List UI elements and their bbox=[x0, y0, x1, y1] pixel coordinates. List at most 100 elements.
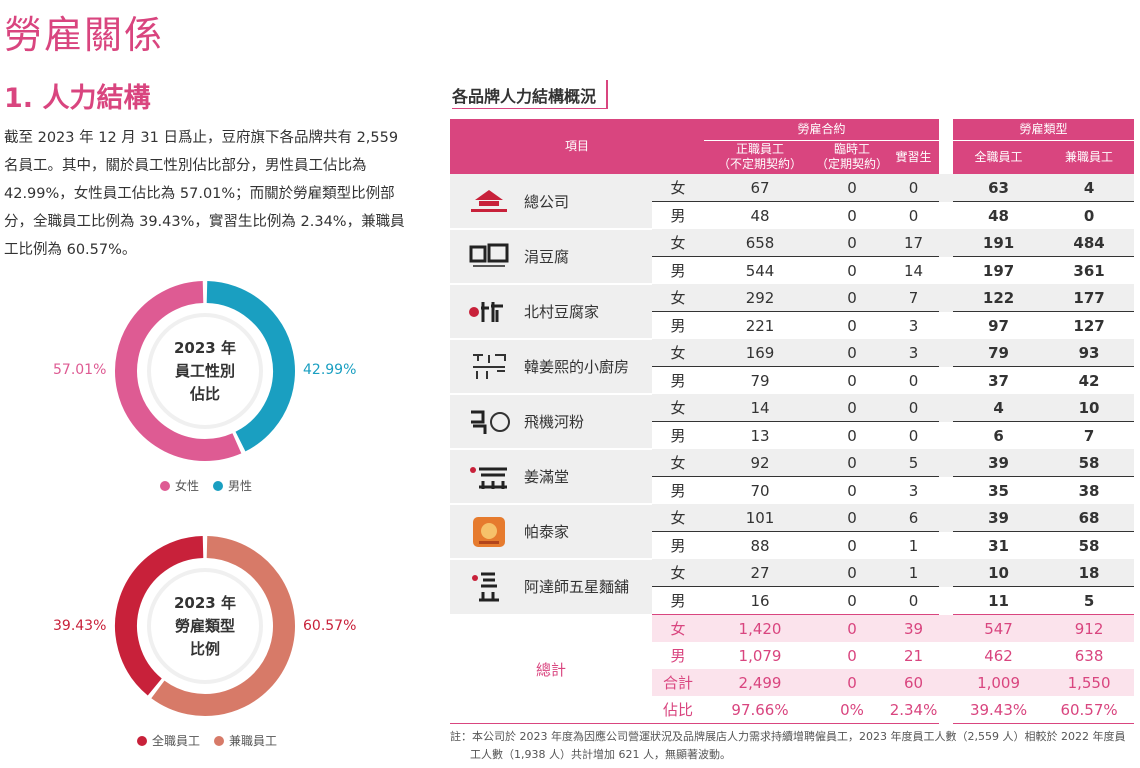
brand-cell: 阿達師五星麵舖 bbox=[450, 559, 652, 616]
table-cell: 27 bbox=[704, 559, 817, 587]
total-row: 合計 2,499 0 60 1,009 1,550 bbox=[450, 669, 1135, 696]
sundubu-logo-icon bbox=[466, 240, 512, 274]
sex-label-female: 女 bbox=[652, 449, 705, 477]
total-cell: 1,550 bbox=[1044, 669, 1135, 696]
hankanghee-logo-icon bbox=[466, 350, 512, 384]
table-cell: 5 bbox=[888, 449, 947, 477]
table-cell: 14 bbox=[903, 261, 924, 280]
table-cell: 0 bbox=[847, 316, 857, 335]
brand-name: 帕泰家 bbox=[524, 523, 570, 541]
jiangmantang-logo-icon bbox=[466, 460, 512, 494]
table-cell: 0 bbox=[816, 339, 889, 367]
header-temporary: 臨時工 （定期契約） bbox=[816, 140, 888, 174]
table-cell: 0 bbox=[816, 174, 889, 202]
brand-cell: 涓豆腐 bbox=[450, 229, 652, 285]
gender-donut-svg bbox=[115, 281, 295, 461]
header-item: 項目 bbox=[450, 119, 705, 174]
table-cell: 63 bbox=[939, 174, 1045, 202]
gender-slice-female bbox=[115, 281, 242, 461]
total-cell: 1,420 bbox=[704, 614, 817, 642]
table-row: 北村豆腐家女 292 0 7 122 177 bbox=[450, 284, 1135, 340]
table-cell: 39 bbox=[939, 504, 1045, 532]
bukchon-logo-icon bbox=[466, 295, 512, 329]
table-cell: 3 bbox=[908, 481, 919, 500]
brand-cell: 總公司 bbox=[450, 174, 652, 230]
total-row: 總計女 1,420 0 39 547 912 bbox=[450, 614, 1135, 724]
table-row: 男 13 0 0 6 7 bbox=[450, 421, 1134, 449]
table-cell: 0 bbox=[908, 591, 919, 610]
table-cell: 3 bbox=[908, 316, 919, 335]
table-cell: 0 bbox=[816, 504, 889, 532]
sex-label-male: 男 bbox=[670, 207, 686, 225]
table-row: 男 70 0 3 35 38 bbox=[450, 476, 1134, 504]
sex-label-male: 男 bbox=[670, 317, 686, 335]
header-regular: 正職員工 （不定期契約） bbox=[704, 140, 817, 174]
sex-label-male: 男 bbox=[670, 537, 686, 555]
table-row: 姜滿堂女 92 0 5 39 58 bbox=[450, 449, 1135, 505]
employment-type-donut-chart: 2023 年 勞雇類型 比例 bbox=[114, 535, 296, 717]
table-cell: 97 bbox=[939, 311, 1045, 339]
brand-cell: 姜滿堂 bbox=[450, 449, 652, 505]
header-fulltime: 全職員工 bbox=[939, 140, 1045, 174]
parttime-percent-label: 60.57% bbox=[303, 618, 357, 634]
table-cell: 48 bbox=[750, 206, 770, 225]
table-cell: 484 bbox=[1044, 229, 1135, 257]
table-cell: 0 bbox=[847, 261, 857, 280]
brand-cell: 帕泰家 bbox=[450, 504, 652, 560]
brand-name: 飛機河粉 bbox=[524, 413, 585, 431]
total-cell: 2.34% bbox=[888, 696, 947, 724]
table-cell: 0 bbox=[847, 591, 857, 610]
table-row: 男 79 0 0 37 42 bbox=[450, 366, 1134, 394]
table-cell: 0 bbox=[816, 394, 889, 422]
legend-fulltime: 全職員工 bbox=[137, 732, 200, 749]
table-row: 帕泰家女 101 0 6 39 68 bbox=[450, 504, 1135, 560]
table-cell: 13 bbox=[750, 426, 770, 445]
footnote: 註：本公司於 2023 年度為因應公司營運狀況及品牌展店人力需求持續增聘僱員工，… bbox=[450, 730, 1126, 761]
table-row: 飛機河粉女 14 0 0 4 10 bbox=[450, 394, 1135, 450]
table-cell: 0 bbox=[888, 174, 947, 202]
table-cell: 7 bbox=[888, 284, 947, 312]
parttime-legend-dot bbox=[214, 735, 225, 746]
table-cell: 37 bbox=[939, 366, 1045, 394]
table-row: 男 544 0 14 197 361 bbox=[450, 256, 1134, 284]
type-inner-circle bbox=[147, 568, 263, 684]
pho-logo-icon bbox=[466, 405, 512, 439]
table-cell: 292 bbox=[704, 284, 817, 312]
table-cell: 122 bbox=[939, 284, 1045, 312]
table-cell: 0 bbox=[847, 206, 857, 225]
table-row: 阿達師五星麵舖女 27 0 1 10 18 bbox=[450, 559, 1135, 616]
total-cell: 1,009 bbox=[939, 669, 1045, 696]
table-cell: 5 bbox=[1083, 591, 1095, 610]
total-label: 總計 bbox=[450, 614, 652, 724]
sex-label-male: 男 bbox=[670, 372, 686, 390]
table-cell: 17 bbox=[888, 229, 947, 257]
gender-slice-male bbox=[206, 281, 295, 452]
table-cell: 14 bbox=[704, 394, 817, 422]
table-cell: 10 bbox=[939, 559, 1045, 587]
page-title: 勞雇關係 bbox=[4, 13, 165, 57]
table-cell: 31 bbox=[939, 531, 1045, 559]
table-cell: 3 bbox=[888, 339, 947, 367]
table-row: 涓豆腐女 658 0 17 191 484 bbox=[450, 229, 1135, 285]
sex-label-male: 男 bbox=[670, 482, 686, 500]
female-legend-dot bbox=[160, 480, 170, 491]
table-cell: 11 bbox=[939, 586, 1045, 615]
table-cell: 0 bbox=[816, 284, 889, 312]
table-row: 男 88 0 1 31 58 bbox=[450, 531, 1134, 559]
intro-paragraph: 截至 2023 年 12 月 31 日爲止，豆府旗下各品牌共有 2,559 名員… bbox=[4, 130, 405, 258]
brand-name: 韓姜熙的小廚房 bbox=[524, 358, 630, 376]
table-cell: 1 bbox=[908, 536, 919, 555]
legend-male: 男性 bbox=[213, 477, 252, 494]
brand-cell: 韓姜熙的小廚房 bbox=[450, 339, 652, 395]
type-slice-parttime bbox=[151, 536, 295, 716]
table-cell: 0 bbox=[816, 559, 889, 587]
table-cell: 67 bbox=[704, 174, 817, 202]
total-row-label: 男 bbox=[652, 642, 705, 669]
total-cell: 21 bbox=[888, 642, 947, 669]
total-cell: 60 bbox=[888, 669, 947, 696]
brand-name: 總公司 bbox=[524, 192, 570, 211]
brand-name: 涓豆腐 bbox=[524, 248, 570, 266]
table-cell: 658 bbox=[704, 229, 817, 257]
table-cell: 221 bbox=[745, 316, 775, 335]
total-cell: 462 bbox=[939, 642, 1045, 669]
